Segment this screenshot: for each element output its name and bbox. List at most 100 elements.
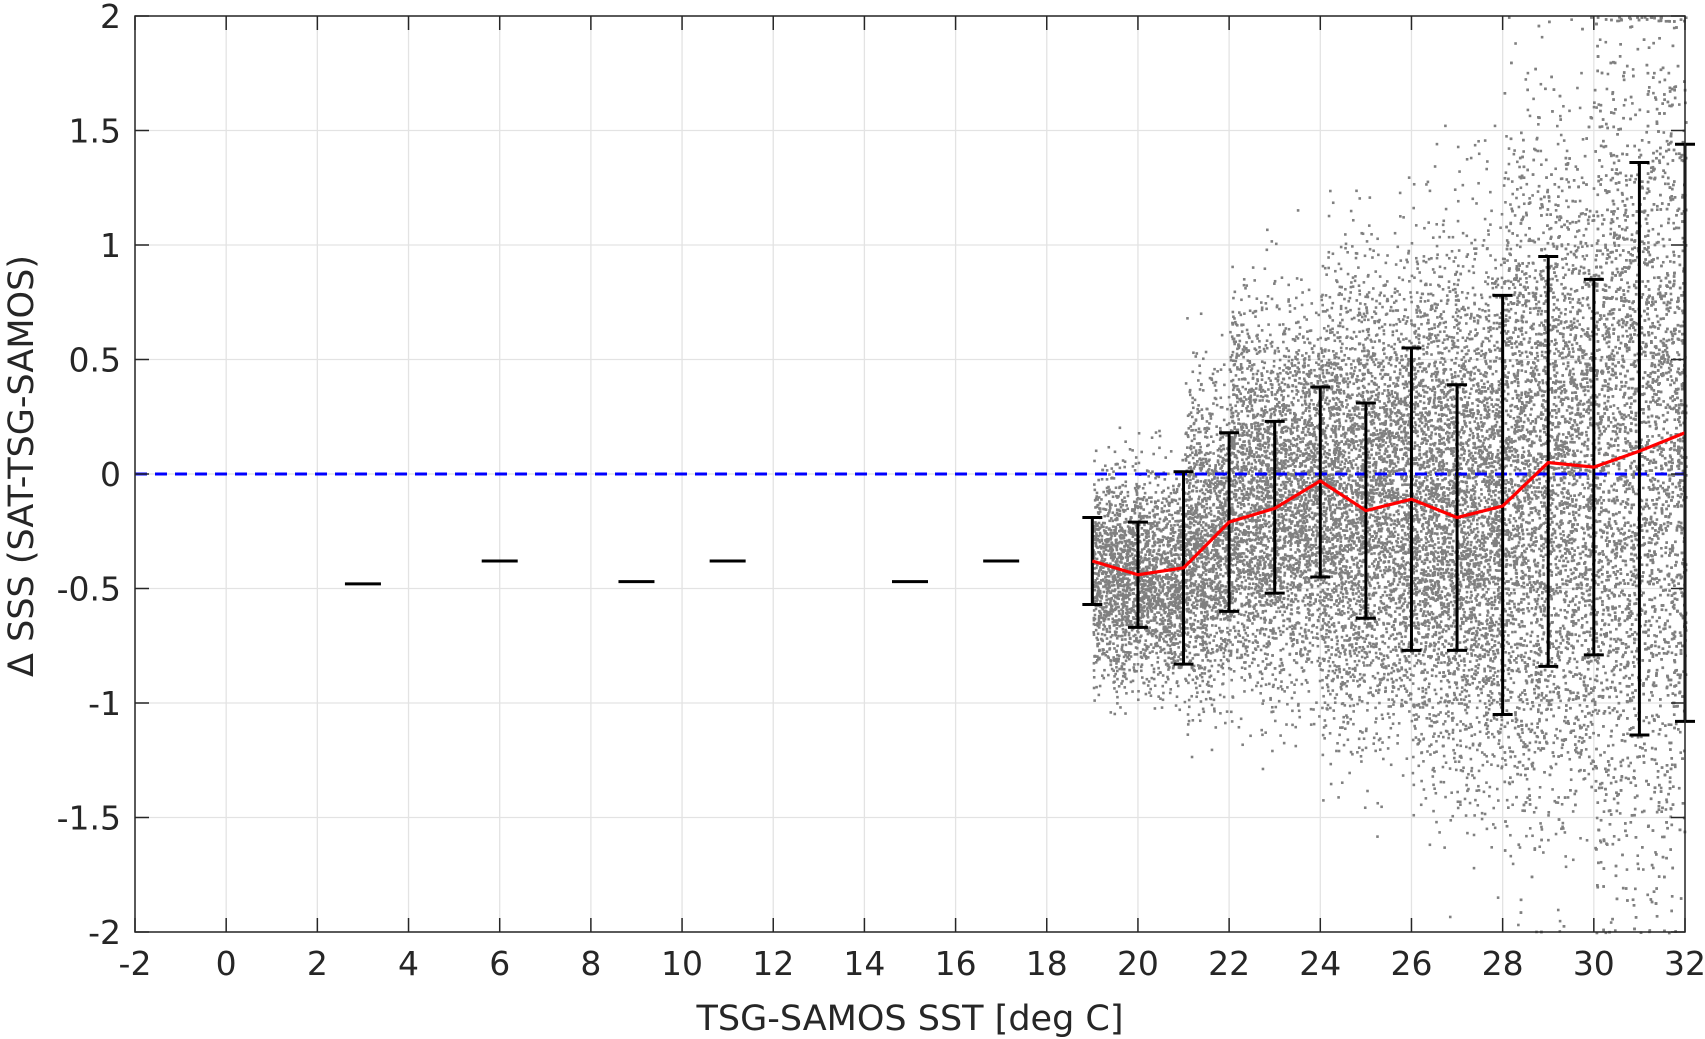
scatter-point bbox=[1190, 755, 1194, 759]
scatter-point bbox=[1160, 706, 1164, 709]
scatter-point bbox=[1174, 598, 1178, 602]
scatter-point bbox=[1157, 695, 1160, 698]
scatter-point bbox=[1098, 540, 1102, 544]
scatter-point bbox=[1243, 679, 1247, 682]
scatter-point bbox=[1176, 510, 1180, 513]
scatter-point bbox=[1139, 517, 1143, 521]
scatter-point bbox=[1184, 581, 1188, 584]
scatter-point bbox=[1187, 485, 1191, 488]
scatter-point bbox=[1246, 414, 1250, 418]
scatter-point bbox=[1173, 561, 1177, 564]
scatter-point bbox=[1118, 466, 1122, 470]
scatter-point bbox=[1300, 303, 1304, 307]
scatter-point bbox=[1124, 619, 1128, 623]
scatter-point bbox=[1106, 611, 1110, 614]
scatter-point bbox=[1107, 485, 1110, 489]
scatter-point bbox=[1155, 641, 1159, 645]
scatter-point bbox=[1208, 497, 1211, 501]
scatter-point bbox=[1214, 606, 1217, 609]
scatter-point bbox=[1261, 733, 1264, 737]
scatter-point bbox=[1147, 532, 1150, 535]
scatter-point bbox=[1104, 464, 1107, 468]
scatter-point bbox=[1124, 611, 1128, 615]
scatter-point bbox=[1147, 522, 1150, 525]
scatter-point bbox=[1155, 575, 1159, 578]
scatter-point bbox=[1171, 571, 1175, 574]
scatter-point bbox=[1098, 657, 1101, 661]
scatter-point bbox=[1186, 510, 1190, 513]
scatter-point bbox=[1215, 571, 1219, 575]
scatter-point bbox=[1104, 530, 1107, 533]
scatter-point bbox=[1272, 359, 1276, 363]
scatter-point bbox=[1279, 734, 1282, 737]
scatter-point bbox=[1146, 684, 1150, 687]
scatter-point bbox=[1124, 517, 1128, 521]
scatter-point bbox=[1169, 551, 1173, 555]
scatter-point bbox=[1175, 680, 1179, 683]
scatter-point bbox=[1285, 347, 1289, 350]
scatter-point bbox=[1217, 540, 1220, 543]
scatter-point bbox=[1200, 610, 1203, 614]
scatter-point bbox=[1212, 470, 1215, 474]
scatter-point bbox=[1255, 382, 1258, 386]
scatter-point bbox=[1135, 653, 1139, 656]
scatter-point bbox=[1188, 490, 1191, 494]
scatter-point bbox=[1194, 681, 1197, 685]
scatter-point bbox=[1139, 560, 1143, 564]
scatter-point bbox=[1144, 545, 1147, 549]
scatter-point bbox=[1103, 507, 1107, 511]
scatter-point bbox=[1116, 462, 1119, 466]
scatter-point bbox=[1288, 673, 1292, 677]
scatter-point bbox=[1188, 482, 1192, 485]
scatter-point bbox=[1159, 561, 1163, 565]
scatter-point bbox=[1223, 562, 1226, 566]
scatter-point bbox=[1093, 567, 1096, 570]
scatter-point bbox=[1143, 523, 1146, 527]
scatter-point bbox=[1173, 631, 1177, 635]
scatter-point bbox=[1150, 525, 1154, 529]
scatter-point bbox=[1192, 584, 1196, 587]
scatter-point bbox=[1169, 603, 1172, 606]
scatter-point bbox=[1207, 452, 1210, 456]
scatter-point bbox=[1267, 540, 1271, 543]
scatter-point bbox=[1140, 676, 1144, 679]
scatter-point bbox=[1138, 559, 1142, 562]
scatter-point bbox=[1123, 465, 1126, 469]
scatter-point bbox=[1133, 653, 1137, 656]
scatter-point bbox=[1138, 579, 1142, 583]
scatter-point bbox=[1151, 470, 1154, 474]
scatter-point bbox=[1102, 628, 1105, 631]
scatter-point bbox=[1146, 575, 1149, 578]
scatter-point bbox=[1270, 710, 1273, 714]
scatter-point bbox=[1178, 529, 1182, 532]
scatter-point bbox=[1097, 642, 1101, 645]
scatter-point bbox=[1142, 496, 1146, 499]
scatter-point bbox=[1280, 661, 1284, 665]
scatter-point bbox=[1108, 570, 1112, 574]
scatter-point bbox=[1114, 595, 1117, 599]
scatter-point bbox=[1301, 634, 1304, 638]
scatter-point bbox=[1196, 546, 1199, 550]
scatter-point bbox=[1164, 634, 1168, 638]
scatter-point bbox=[1204, 601, 1208, 604]
scatter-point bbox=[1294, 725, 1298, 729]
scatter-point bbox=[1195, 695, 1198, 699]
scatter-point bbox=[1140, 620, 1143, 623]
scatter-point bbox=[1239, 592, 1242, 595]
scatter-point bbox=[1167, 608, 1171, 612]
scatter-point bbox=[1151, 544, 1154, 548]
scatter-point bbox=[1225, 538, 1228, 541]
scatter-point bbox=[1201, 526, 1205, 529]
scatter-point bbox=[1150, 663, 1154, 667]
scatter-point bbox=[1126, 611, 1130, 614]
scatter-point bbox=[1147, 496, 1151, 499]
scatter-point bbox=[1265, 588, 1269, 591]
scatter-point bbox=[1104, 508, 1108, 511]
scatter-point bbox=[1216, 583, 1219, 587]
scatter-point bbox=[1267, 635, 1271, 639]
scatter-point bbox=[1223, 519, 1227, 523]
scatter-point bbox=[1128, 598, 1131, 601]
scatter-point bbox=[1214, 624, 1218, 627]
scatter-point bbox=[1156, 644, 1160, 648]
scatter-point bbox=[1248, 582, 1252, 586]
